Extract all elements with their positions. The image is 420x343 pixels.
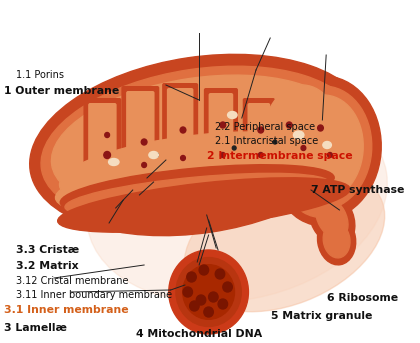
Text: 1.1 Porins: 1.1 Porins xyxy=(16,70,64,81)
FancyBboxPatch shape xyxy=(162,83,198,182)
Ellipse shape xyxy=(279,164,347,226)
Ellipse shape xyxy=(30,54,368,236)
FancyBboxPatch shape xyxy=(243,98,275,174)
Circle shape xyxy=(328,153,332,157)
Ellipse shape xyxy=(58,178,350,232)
Ellipse shape xyxy=(183,265,234,319)
FancyBboxPatch shape xyxy=(247,103,270,171)
Text: 2.2 Peripheral space: 2.2 Peripheral space xyxy=(215,122,315,132)
Ellipse shape xyxy=(288,173,338,217)
Circle shape xyxy=(104,152,110,158)
Ellipse shape xyxy=(228,111,237,118)
Circle shape xyxy=(220,122,226,128)
FancyBboxPatch shape xyxy=(209,93,233,177)
Ellipse shape xyxy=(263,76,381,220)
Text: 3.2 Matrix: 3.2 Matrix xyxy=(16,261,79,271)
Ellipse shape xyxy=(51,75,343,211)
Ellipse shape xyxy=(176,258,241,327)
Ellipse shape xyxy=(149,152,158,158)
Text: 3.11 Inner boundary membrane: 3.11 Inner boundary membrane xyxy=(16,290,172,300)
Circle shape xyxy=(209,292,218,302)
Circle shape xyxy=(141,139,147,145)
Circle shape xyxy=(215,269,225,279)
Circle shape xyxy=(258,127,264,133)
Ellipse shape xyxy=(108,158,119,166)
Circle shape xyxy=(105,132,110,138)
Text: 3 Lamellæ: 3 Lamellæ xyxy=(4,322,67,333)
FancyBboxPatch shape xyxy=(275,108,303,167)
Text: 7 ATP synthase: 7 ATP synthase xyxy=(311,185,404,196)
FancyBboxPatch shape xyxy=(121,86,159,184)
Ellipse shape xyxy=(281,95,363,201)
Circle shape xyxy=(181,155,185,161)
Circle shape xyxy=(258,153,263,157)
Ellipse shape xyxy=(316,198,348,238)
Circle shape xyxy=(190,301,199,311)
FancyBboxPatch shape xyxy=(305,123,320,157)
Text: 2 Intermembrane space: 2 Intermembrane space xyxy=(207,151,353,161)
Circle shape xyxy=(218,299,228,309)
Text: 3.12 Cristal membrane: 3.12 Cristal membrane xyxy=(16,276,129,286)
Circle shape xyxy=(196,295,206,305)
Ellipse shape xyxy=(55,154,339,216)
Circle shape xyxy=(301,145,306,151)
Circle shape xyxy=(199,265,209,275)
Text: 4 Mitochondrial DNA: 4 Mitochondrial DNA xyxy=(136,329,262,340)
Ellipse shape xyxy=(169,250,248,334)
Text: 5 Matrix granule: 5 Matrix granule xyxy=(271,310,372,321)
Circle shape xyxy=(180,127,186,133)
FancyBboxPatch shape xyxy=(84,98,121,182)
Text: 2.1 Intracristal space: 2.1 Intracristal space xyxy=(215,135,318,146)
Circle shape xyxy=(187,272,196,282)
Circle shape xyxy=(232,146,236,150)
Circle shape xyxy=(318,125,323,131)
FancyBboxPatch shape xyxy=(167,88,194,179)
Circle shape xyxy=(273,140,277,144)
Text: 3.3 Cristæ: 3.3 Cristæ xyxy=(16,245,79,256)
FancyBboxPatch shape xyxy=(126,91,155,181)
FancyBboxPatch shape xyxy=(204,88,238,180)
FancyBboxPatch shape xyxy=(280,113,299,164)
Ellipse shape xyxy=(294,131,304,139)
Ellipse shape xyxy=(184,168,385,312)
FancyBboxPatch shape xyxy=(88,103,117,179)
Circle shape xyxy=(286,122,292,128)
Circle shape xyxy=(142,163,147,167)
Circle shape xyxy=(223,282,232,292)
Ellipse shape xyxy=(318,215,356,265)
Circle shape xyxy=(183,287,192,297)
Ellipse shape xyxy=(65,173,329,217)
Text: 3.1 Inner membrane: 3.1 Inner membrane xyxy=(4,305,129,316)
Text: 6 Ribosome: 6 Ribosome xyxy=(327,293,398,304)
Ellipse shape xyxy=(309,190,355,246)
Ellipse shape xyxy=(323,142,331,149)
Ellipse shape xyxy=(60,132,339,208)
Ellipse shape xyxy=(60,165,334,215)
Circle shape xyxy=(204,307,213,317)
FancyBboxPatch shape xyxy=(301,118,325,160)
Ellipse shape xyxy=(273,86,372,210)
Circle shape xyxy=(220,153,225,157)
Ellipse shape xyxy=(87,98,387,302)
Ellipse shape xyxy=(323,222,350,258)
Ellipse shape xyxy=(41,66,357,224)
Text: 1 Outer membrane: 1 Outer membrane xyxy=(4,86,119,96)
Ellipse shape xyxy=(264,85,339,185)
Circle shape xyxy=(155,153,158,157)
